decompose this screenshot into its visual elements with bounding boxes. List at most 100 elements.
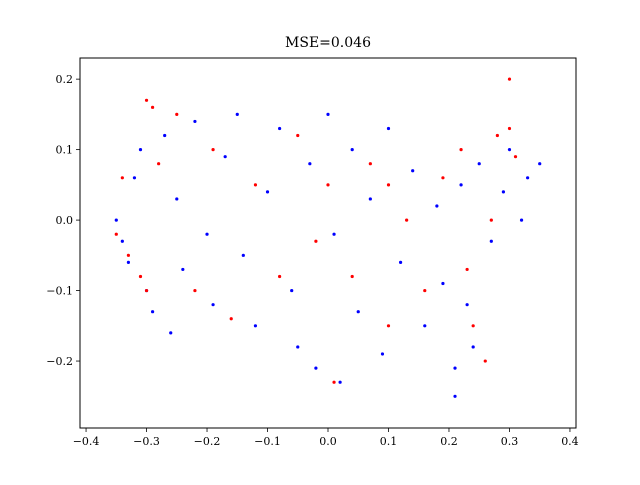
scatter-point-s1-23 [423, 288, 427, 293]
scatter-point-s1-2 [126, 253, 130, 257]
scatter-point-s0-3 [132, 176, 137, 180]
scatter-point-s1-3 [138, 274, 143, 279]
scatter-point-s0-32 [398, 260, 403, 264]
scatter-point-s0-39 [465, 303, 469, 307]
scatter-point-s0-26 [338, 380, 342, 384]
scatter-point-s0-0 [114, 218, 118, 222]
scatter-point-s0-25 [332, 232, 336, 236]
x-tick-label: 0.1 [380, 435, 398, 448]
scatter-point-s0-9 [175, 197, 179, 201]
scatter-point-s0-20 [290, 288, 294, 293]
scatter-point-s1-17 [332, 380, 336, 384]
scatter-point-s0-10 [181, 267, 185, 272]
scatter-point-s1-24 [441, 176, 445, 180]
scatter-point-s1-5 [150, 105, 155, 109]
scatter-point-s0-24 [326, 112, 330, 116]
scatter-point-s1-11 [229, 317, 233, 321]
scatter-point-s1-15 [314, 239, 318, 243]
scatter-point-s1-10 [211, 148, 215, 152]
scatter-point-s0-29 [368, 197, 372, 201]
scatter-point-s1-13 [278, 274, 282, 279]
scatter-point-s1-4 [144, 98, 149, 102]
scatter-point-s0-19 [278, 126, 282, 131]
scatter-point-s1-1 [120, 176, 124, 180]
scatter-point-s1-9 [193, 288, 197, 293]
y-tick-label: 0.2 [56, 73, 74, 86]
scatter-point-s0-30 [380, 352, 385, 356]
scatter-point-s0-41 [489, 239, 493, 243]
scatter-point-s1-20 [386, 183, 391, 187]
y-tick-label: 0.0 [56, 214, 74, 227]
scatter-point-s1-26 [471, 324, 475, 328]
scatter-point-s0-35 [435, 204, 439, 208]
scatter-point-s0-23 [314, 366, 318, 370]
x-tick-label: −0.4 [73, 435, 100, 448]
x-tick-label: −0.2 [194, 435, 221, 448]
scatter-point-s0-40 [477, 162, 481, 166]
scatter-point-s0-8 [169, 331, 173, 335]
scatter-point-s0-12 [205, 232, 209, 236]
scatter-point-s0-18 [265, 190, 270, 194]
scatter-point-s0-48 [471, 345, 475, 349]
scatter-point-s0-17 [253, 324, 258, 328]
scatter-point-s1-28 [489, 218, 493, 222]
scatter-point-s1-33 [465, 267, 469, 272]
scatter-point-s0-6 [150, 310, 155, 314]
scatter-point-s1-18 [350, 274, 354, 279]
scatter-point-s1-6 [144, 288, 149, 293]
scatter-point-s0-14 [223, 155, 227, 159]
scatter-point-s0-33 [411, 169, 415, 173]
y-tick-label: −0.1 [46, 285, 73, 298]
scatter-point-s1-19 [368, 162, 372, 166]
scatter-point-s1-29 [495, 133, 499, 138]
scatter-point-s0-42 [501, 190, 506, 194]
scatter-point-s0-7 [163, 133, 167, 138]
scatter-point-s0-4 [138, 148, 143, 152]
scatter-point-s1-7 [157, 162, 161, 166]
scatter-point-s0-28 [356, 310, 360, 314]
x-tick-label: −0.3 [133, 435, 160, 448]
scatter-point-s0-47 [453, 394, 457, 398]
scatter-point-s1-32 [513, 155, 518, 159]
scatter-point-s0-15 [235, 112, 239, 116]
scatter-point-s1-25 [459, 148, 463, 152]
scatter-point-s0-22 [308, 162, 312, 166]
y-tick-label: 0.1 [56, 144, 74, 157]
scatter-point-s0-38 [459, 183, 463, 187]
scatter-point-s1-14 [296, 133, 300, 138]
scatter-point-s0-11 [193, 119, 197, 124]
scatter-point-s0-34 [423, 324, 427, 328]
scatter-point-s0-16 [241, 253, 245, 257]
scatter-point-s0-46 [538, 162, 542, 166]
scatter-point-s0-21 [296, 345, 300, 349]
scatter-point-s0-44 [519, 218, 524, 222]
scatter-point-s0-27 [350, 148, 354, 152]
scatter-point-s0-36 [441, 281, 445, 286]
scatter-point-s1-30 [507, 77, 512, 81]
scatter-point-s1-22 [405, 218, 409, 222]
scatter-point-s0-2 [126, 260, 130, 264]
x-tick-label: 0.4 [561, 435, 579, 448]
x-tick-label: 0.2 [440, 435, 458, 448]
y-tick-label: −0.2 [46, 355, 73, 368]
scatter-point-s1-21 [386, 324, 391, 328]
scatter-point-s1-12 [253, 183, 258, 187]
x-tick-label: 0.3 [501, 435, 519, 448]
scatter-point-s1-31 [507, 126, 512, 131]
ticks-layer: −0.4 −0.3 −0.2 −0.1 0.0 0.1 0.2 0.3 0.4 −0.2 −0.1 0… [46, 73, 578, 448]
scatter-point-s0-43 [507, 148, 512, 152]
scatter-point-s0-31 [386, 126, 391, 131]
scatter-point-s1-16 [326, 183, 330, 187]
scatter-point-s0-45 [526, 176, 530, 180]
chart-title: MSE=0.046 [285, 35, 371, 51]
x-tick-label: 0.0 [319, 435, 337, 448]
points-layer [114, 77, 542, 398]
scatter-point-s1-27 [483, 359, 487, 363]
scatter-point-s0-1 [120, 239, 124, 243]
scatter-point-s1-8 [175, 112, 179, 116]
x-tick-label: −0.1 [254, 435, 281, 448]
scatter-point-s0-13 [211, 303, 215, 307]
scatter-point-s0-37 [453, 366, 457, 370]
